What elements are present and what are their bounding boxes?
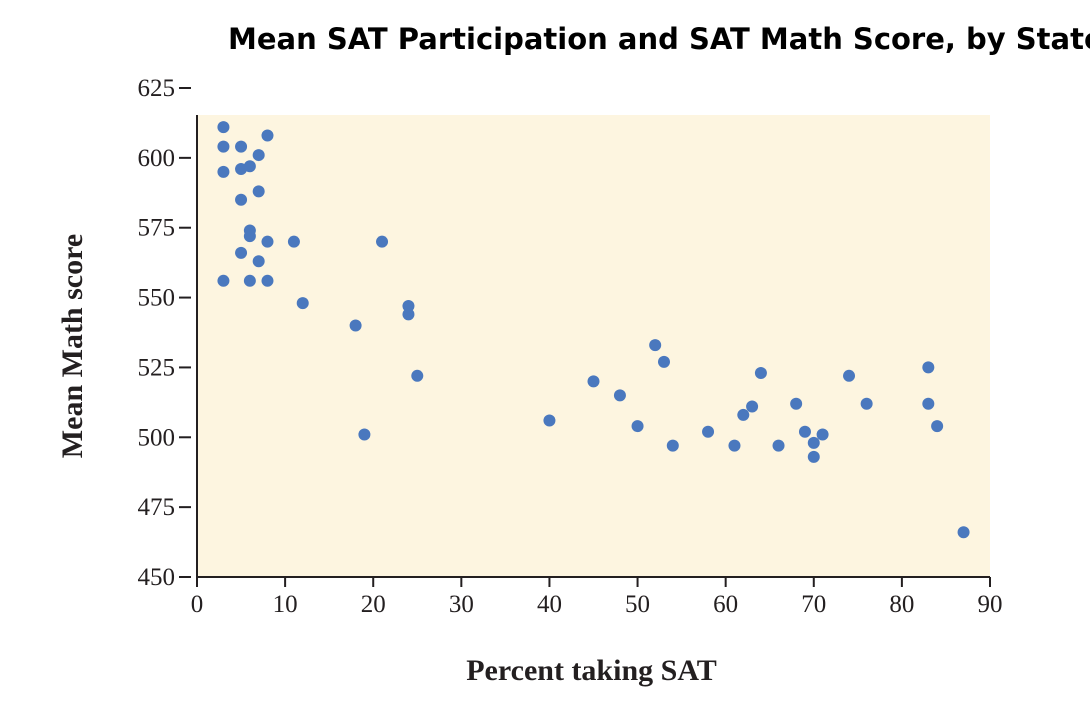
x-tick-label: 70	[801, 591, 826, 618]
data-point	[843, 369, 856, 382]
data-point	[746, 400, 759, 413]
data-point	[649, 339, 662, 352]
chart-title: Mean SAT Participation and SAT Math Scor…	[228, 22, 1090, 56]
x-tick-label: 10	[273, 591, 298, 618]
data-point	[235, 246, 248, 259]
x-tick-label: 60	[713, 591, 738, 618]
data-point	[349, 319, 362, 332]
data-point	[287, 235, 300, 248]
data-point	[217, 165, 230, 178]
data-point	[296, 297, 309, 310]
x-tick-label: 20	[361, 591, 386, 618]
data-point	[790, 397, 803, 410]
data-point	[261, 129, 274, 142]
data-point	[922, 397, 935, 410]
y-tick-label: 575	[138, 215, 176, 242]
data-point	[957, 526, 970, 539]
x-tick-label: 40	[537, 591, 562, 618]
y-tick-label: 525	[138, 354, 176, 381]
y-tick-label: 550	[138, 285, 176, 312]
x-axis-title: Percent taking SAT	[466, 654, 717, 687]
x-tick-label: 30	[449, 591, 474, 618]
data-point	[737, 408, 750, 421]
data-point	[217, 121, 230, 134]
data-point	[252, 149, 265, 162]
data-point	[261, 274, 274, 287]
y-tick-label: 500	[138, 424, 176, 451]
data-point	[587, 375, 600, 388]
axes: 450 475 500 525 550 575 600 625 0 10 20 30 40 50 60 70 8…	[138, 75, 1003, 618]
data-point	[235, 193, 248, 206]
data-point	[243, 160, 256, 173]
y-tick-label: 450	[138, 564, 176, 591]
data-point	[922, 361, 935, 374]
y-tick-label: 625	[138, 75, 176, 102]
data-points	[217, 121, 970, 539]
data-point	[252, 185, 265, 198]
data-point	[217, 140, 230, 153]
y-tick-label: 600	[138, 145, 176, 172]
data-point	[631, 420, 644, 433]
data-point	[217, 274, 230, 287]
data-point	[860, 397, 873, 410]
data-point	[402, 308, 415, 321]
data-point	[402, 299, 415, 312]
plot-area	[197, 115, 990, 577]
x-tick-label: 0	[191, 591, 204, 618]
data-point	[807, 450, 820, 463]
y-axis-title: Mean Math score	[56, 234, 89, 458]
data-point	[666, 439, 679, 452]
x-tick-label: 80	[889, 591, 914, 618]
x-tick-label: 50	[625, 591, 650, 618]
data-point	[376, 235, 389, 248]
data-point	[798, 425, 811, 438]
data-point	[358, 428, 371, 441]
data-point	[728, 439, 741, 452]
data-point	[243, 274, 256, 287]
data-point	[235, 140, 248, 153]
data-point	[702, 425, 715, 438]
data-point	[411, 369, 424, 382]
data-point	[772, 439, 785, 452]
data-point	[657, 355, 670, 368]
data-point	[613, 389, 626, 402]
data-point	[252, 255, 265, 268]
data-point	[816, 428, 829, 441]
data-point	[543, 414, 556, 427]
data-point	[754, 367, 767, 380]
data-point	[243, 230, 256, 243]
data-point	[261, 235, 274, 248]
x-tick-label: 90	[978, 591, 1003, 618]
y-tick-label: 475	[138, 494, 176, 521]
data-point	[807, 436, 820, 449]
data-point	[931, 420, 944, 433]
